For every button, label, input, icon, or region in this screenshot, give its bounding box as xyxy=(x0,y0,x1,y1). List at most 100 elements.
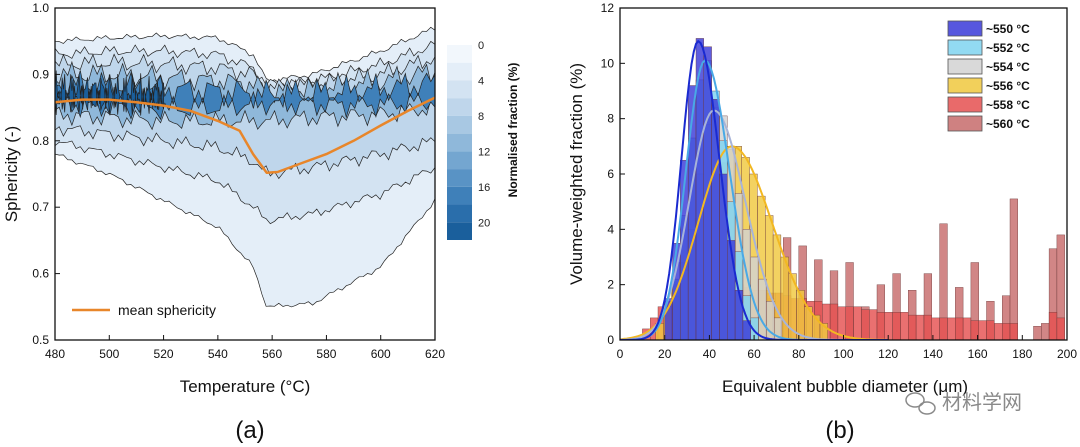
fit-curve-550 xyxy=(620,39,889,340)
y-tick-label: 10 xyxy=(601,56,615,70)
x-tick-label: 500 xyxy=(99,347,119,361)
colorbar-swatch xyxy=(447,222,472,240)
x-tick-label: 600 xyxy=(371,347,391,361)
x-axis-label-a: Temperature (°C) xyxy=(180,377,311,396)
bar-560 xyxy=(970,262,979,340)
y-tick-label: 1.0 xyxy=(32,1,49,15)
legend-label: ~558 °C xyxy=(986,98,1030,112)
bar-558 xyxy=(1056,317,1065,340)
bar-554 xyxy=(758,278,767,340)
y-tick-label: 0.6 xyxy=(32,267,49,281)
mean-sphericity-line xyxy=(55,96,435,174)
y-ticks-a: 0.5 0.6 0.7 0.8 0.9 1.0 xyxy=(32,1,60,347)
y-tick-label: 6 xyxy=(607,167,614,181)
legend-swatch xyxy=(947,39,983,56)
wechat-icon xyxy=(905,392,936,415)
x-tick-label: 540 xyxy=(208,347,228,361)
bar-558 xyxy=(876,312,886,340)
x-tick-label: 80 xyxy=(792,347,806,361)
colorbar-swatch xyxy=(447,169,472,187)
watermark: 材料学网 xyxy=(905,390,1022,415)
legend-swatch xyxy=(947,96,983,113)
bar-560 xyxy=(1033,326,1042,340)
y-axis-label-a: Sphericity (-) xyxy=(2,126,21,222)
x-tick-label: 120 xyxy=(878,347,898,361)
contour-band xyxy=(55,70,435,121)
bar-558 xyxy=(900,312,909,340)
bar-558 xyxy=(923,314,933,340)
colorbar-swatch xyxy=(447,80,472,99)
bar-558 xyxy=(892,312,901,340)
legend-label: ~554 °C xyxy=(986,60,1030,74)
colorbar: 0 4 8 12 16 20 xyxy=(447,40,490,240)
bar-558 xyxy=(1002,323,1011,340)
x-tick-label: 200 xyxy=(1057,347,1077,361)
y-tick-label: 0.7 xyxy=(32,200,49,214)
colorbar-tick-label: 4 xyxy=(478,75,484,87)
bar-560 xyxy=(892,273,901,340)
legend-swatch xyxy=(947,115,983,132)
legend-swatch xyxy=(947,58,983,75)
bar-560 xyxy=(1009,198,1019,340)
x-tick-label: 480 xyxy=(45,347,65,361)
panel-label-a: (a) xyxy=(235,417,264,444)
colorbar-tick-label: 0 xyxy=(478,40,484,52)
x-tick-label: 100 xyxy=(833,347,853,361)
plot-frame-a xyxy=(54,7,436,341)
bar-558 xyxy=(986,320,995,340)
x-tick-label: 520 xyxy=(154,347,174,361)
watermark-text: 材料学网 xyxy=(942,390,1022,414)
colorbar-swatch xyxy=(447,115,472,134)
colorbar-swatch xyxy=(447,186,472,205)
bar-558 xyxy=(962,317,972,340)
y-tick-label: 0.5 xyxy=(32,333,49,347)
legend-label: ~552 °C xyxy=(986,41,1030,55)
legend-label-mean: mean sphericity xyxy=(118,302,216,318)
legend-b: ~550 °C ~552 °C ~554 °C ~556 °C ~558 °C ~560 … xyxy=(947,20,1030,132)
bar-558 xyxy=(978,320,987,340)
bar-550 xyxy=(734,290,744,340)
x-tick-label: 140 xyxy=(923,347,943,361)
colorbar-label: Normalised fraction (%) xyxy=(506,63,520,198)
bar-558 xyxy=(853,306,862,340)
contour-bands xyxy=(55,26,435,308)
x-tick-label: 620 xyxy=(425,347,445,361)
legend-label: ~560 °C xyxy=(986,117,1030,131)
contour-band xyxy=(55,60,435,131)
legend-swatch xyxy=(947,20,983,37)
bar-558 xyxy=(994,323,1003,340)
y-axis-label-b: Volume-weighted fraction (%) xyxy=(567,63,586,285)
bar-558 xyxy=(861,309,870,340)
x-tick-label: 180 xyxy=(1012,347,1032,361)
y-ticks-b: 0 2 4 6 8 10 12 xyxy=(601,1,625,347)
x-tick-label: 60 xyxy=(747,347,761,361)
bar-560 xyxy=(923,273,933,340)
x-tick-label: 160 xyxy=(968,347,988,361)
x-tick-label: 20 xyxy=(658,347,672,361)
x-ticks-a: 480 500 520 540 560 580 600 620 xyxy=(45,335,445,361)
colorbar-swatch xyxy=(447,45,472,63)
bar-558 xyxy=(845,306,854,340)
y-tick-label: 4 xyxy=(607,222,614,236)
bar-558 xyxy=(939,317,948,340)
y-tick-label: 12 xyxy=(601,1,615,15)
x-tick-label: 0 xyxy=(617,347,624,361)
x-tick-label: 40 xyxy=(703,347,717,361)
colorbar-swatch xyxy=(447,98,472,116)
y-tick-label: 0.8 xyxy=(32,134,49,148)
x-tick-label: 560 xyxy=(262,347,282,361)
y-tick-label: 8 xyxy=(607,112,614,126)
colorbar-swatch xyxy=(447,62,472,81)
bar-550 xyxy=(711,99,720,340)
x-ticks-b: 0 20 40 60 80 100 120 140 160 180 200 xyxy=(617,335,1077,361)
bar-558 xyxy=(1009,323,1019,340)
panel-label-b: (b) xyxy=(825,417,854,444)
bar-558 xyxy=(1048,312,1058,340)
bar-558 xyxy=(955,317,964,340)
bar-558 xyxy=(869,309,878,340)
y-tick-label: 2 xyxy=(607,278,614,292)
y-tick-label: 0.9 xyxy=(32,67,49,81)
bar-558 xyxy=(947,317,956,340)
colorbar-tick-label: 8 xyxy=(478,111,484,123)
legend-a: mean sphericity xyxy=(72,302,216,318)
